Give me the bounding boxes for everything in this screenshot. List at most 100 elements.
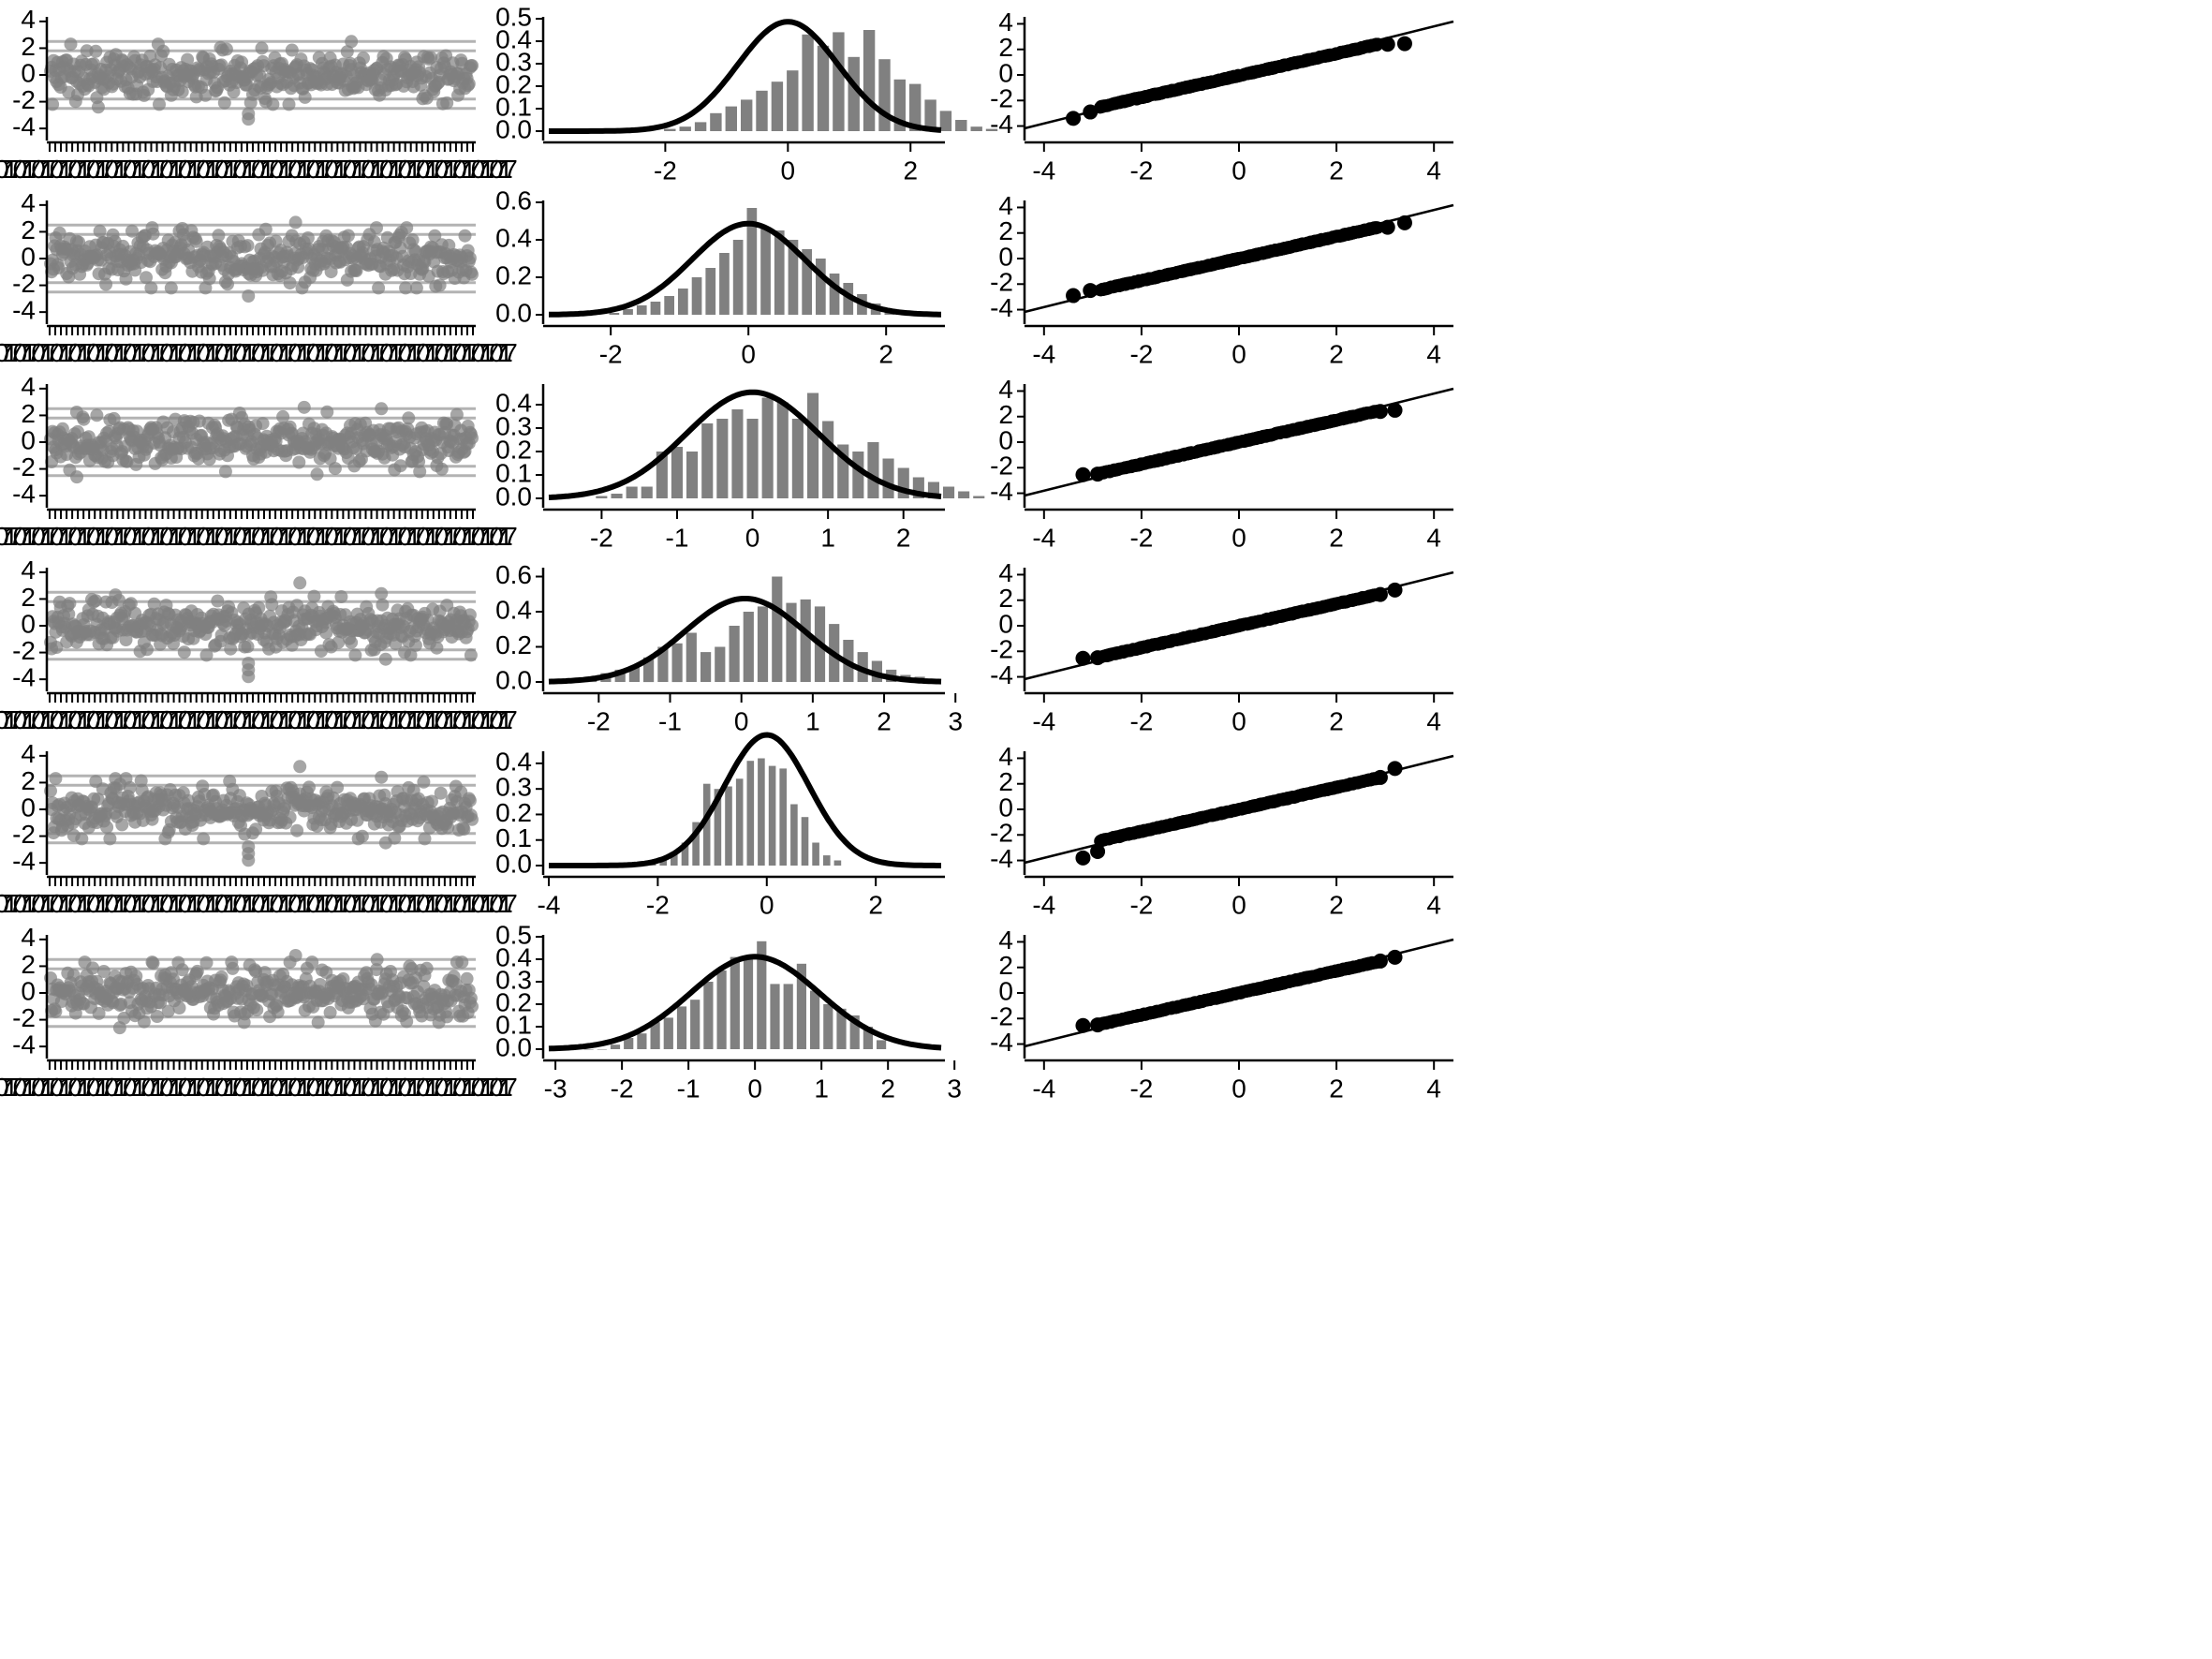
residual-point: [334, 590, 348, 603]
residual-point: [400, 221, 414, 235]
x-tick-label-glyph: 1: [480, 155, 495, 184]
residual-point: [125, 224, 139, 238]
histogram-bar: [774, 230, 785, 315]
x-tick-label-glyph: 0: [214, 155, 229, 184]
x-tick-label: 2: [1329, 523, 1344, 552]
x-tick-label-glyph: 0: [0, 155, 9, 184]
x-tick-label-glyph: 0: [379, 155, 394, 184]
histogram-bar: [924, 99, 936, 131]
x-tick-label-glyph: 7: [329, 338, 344, 367]
x-tick-label-glyph: 7: [439, 338, 454, 367]
x-tick-label-glyph: 7: [457, 338, 472, 367]
histogram-panel: 0.00.10.20.30.40.5-2 0 2: [495, 2, 998, 185]
residual-point: [450, 407, 464, 422]
x-tick-label-glyph: 0: [306, 155, 321, 184]
x-tick-label-glyph: 1: [462, 155, 477, 184]
x-tick-label-glyph: 1: [169, 155, 184, 184]
x-tick-label-glyph: 1: [4, 155, 19, 184]
x-tick-label-glyph: 0: [343, 338, 358, 367]
histogram-bar: [623, 309, 633, 315]
x-tick-label-glyph: 1: [224, 338, 239, 367]
qq-tail-point: [1066, 111, 1082, 126]
x-tick-label-glyph: 7: [164, 155, 179, 184]
x-tick-label-glyph: 7: [91, 155, 106, 184]
residual-outlier-point: [242, 289, 256, 303]
x-tick-label: -4: [1032, 339, 1055, 368]
y-tick-label: 0: [998, 609, 1013, 638]
x-tick-label-glyph: 1: [444, 338, 459, 367]
x-tick-label-glyph: 0: [123, 155, 138, 184]
y-tick-label: 2: [21, 215, 36, 244]
y-tick-label: -4: [990, 477, 1013, 506]
x-tick-label-glyph: 1: [425, 338, 440, 367]
residual-point: [402, 411, 416, 425]
x-tick-label: 0: [1231, 706, 1246, 735]
x-tick-label-glyph: 7: [485, 338, 500, 367]
x-tick-label-glyph: 0: [105, 155, 120, 184]
x-tick-label-glyph: 0: [324, 338, 339, 367]
x-tick-label-glyph: 0: [270, 155, 285, 184]
x-tick-label: 0: [741, 339, 756, 368]
histogram-bar: [694, 122, 707, 131]
residual-point: [320, 405, 334, 419]
x-tick-label-glyph: 0: [196, 155, 211, 184]
histogram-bar: [817, 45, 830, 131]
residual-point: [241, 640, 255, 654]
x-tick-label-glyph: 7: [411, 338, 426, 367]
histogram-bar: [943, 486, 955, 498]
x-tick-label-glyph: 0: [471, 155, 486, 184]
x-tick-label-glyph: 7: [420, 155, 435, 184]
histogram-bar: [776, 402, 789, 498]
x-tick-label-glyph: 7: [411, 155, 426, 184]
x-tick-label-glyph: 0: [489, 338, 504, 367]
histogram-bar: [791, 419, 804, 498]
residual-point: [217, 96, 231, 110]
x-tick-label-glyph: 7: [173, 155, 188, 184]
residual-point: [285, 43, 299, 57]
histogram-panel: 0.00.20.40.6-2 0 2: [495, 185, 945, 368]
histogram-bar: [725, 106, 737, 131]
x-tick-label-glyph: 7: [393, 338, 408, 367]
histogram-bar: [650, 302, 661, 315]
residual-outlier-point: [70, 470, 84, 484]
x-tick-label: 0: [1231, 523, 1246, 552]
x-tick-label-glyph: 7: [466, 155, 481, 184]
x-tick-label-glyph: 0: [123, 338, 138, 367]
x-tick-label-glyph: 1: [316, 155, 331, 184]
x-tick-label: 1: [820, 523, 835, 552]
x-tick-label-glyph: 0: [178, 338, 193, 367]
histogram-bar: [686, 632, 697, 682]
x-tick-label-glyph: 7: [27, 155, 42, 184]
histogram-bar: [958, 491, 970, 498]
x-tick-label-glyph: 0: [251, 338, 266, 367]
histogram-bar: [664, 128, 676, 131]
x-tick-label-glyph: 1: [132, 155, 147, 184]
x-tick-label-glyph: 0: [288, 155, 302, 184]
histogram-bar: [973, 496, 985, 498]
x-tick-label-glyph: 7: [246, 155, 261, 184]
qq-tail-point: [1379, 219, 1395, 235]
x-tick-label-glyph: 7: [420, 338, 435, 367]
x-tick-label-glyph: 7: [36, 338, 51, 367]
x-tick-label-glyph: 7: [81, 155, 96, 184]
x-tick-label-glyph: 0: [105, 338, 120, 367]
x-tick-label-glyph: 1: [406, 155, 421, 184]
residual-point: [63, 597, 77, 611]
x-tick-label-glyph: 0: [398, 338, 413, 367]
y-tick-label: -2: [990, 635, 1013, 664]
x-tick-label-glyph: 7: [503, 338, 518, 367]
residual-point: [212, 229, 226, 243]
histogram-bar: [679, 126, 691, 131]
x-tick-label: -2: [1129, 523, 1153, 552]
x-tick-label-glyph: 7: [503, 705, 518, 734]
x-tick-label-glyph: 7: [430, 338, 445, 367]
residual-point: [156, 44, 170, 58]
x-tick-label-glyph: 7: [466, 338, 481, 367]
y-tick-label: -4: [12, 663, 36, 692]
x-tick-label-glyph: 7: [347, 155, 362, 184]
x-tick-label-glyph: 1: [77, 155, 92, 184]
x-tick-label-glyph: 0: [435, 155, 450, 184]
x-tick-label: 2: [878, 339, 893, 368]
x-tick-label: -4: [1032, 523, 1055, 552]
residual-point: [211, 594, 225, 608]
